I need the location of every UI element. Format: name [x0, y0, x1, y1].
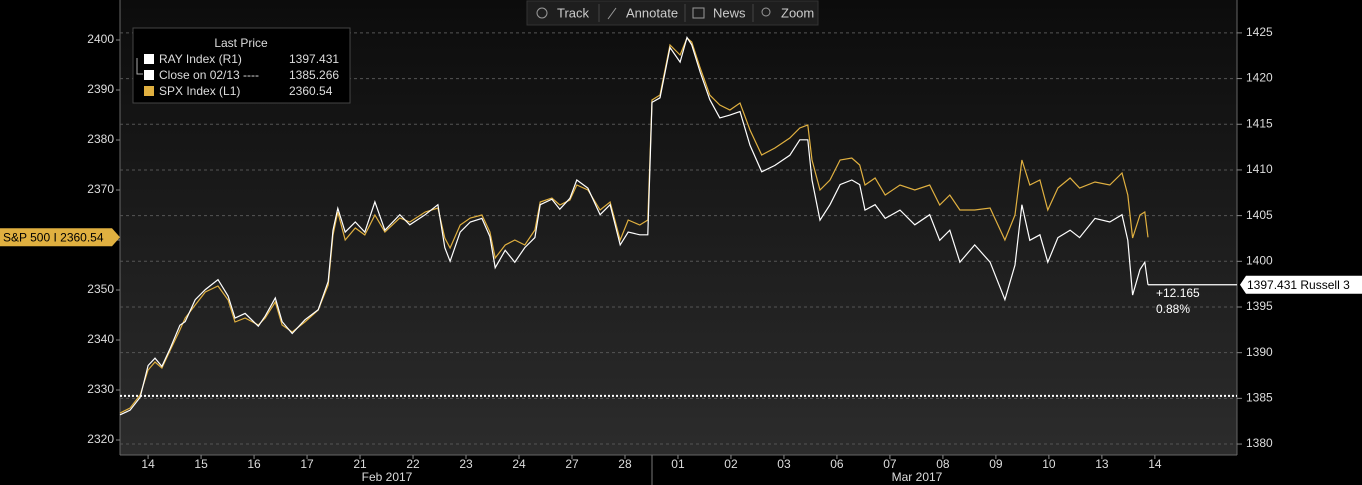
- x-tick-label: 15: [194, 457, 208, 471]
- legend-swatch: [144, 54, 154, 64]
- x-tick-label: 27: [565, 457, 579, 471]
- x-tick-label: 28: [618, 457, 632, 471]
- x-tick-label: 03: [777, 457, 791, 471]
- y-tick-label: 2320: [87, 432, 114, 446]
- x-tick-label: 02: [724, 457, 738, 471]
- toolbar-label[interactable]: Track: [557, 5, 590, 20]
- plot: 1380138513901395140014051410141514201425…: [87, 25, 1273, 471]
- x-tick-label: 23: [459, 457, 473, 471]
- legend-value: 1397.431: [289, 52, 339, 66]
- y2-tick-label: 1425: [1246, 25, 1273, 39]
- month-label: Feb 2017: [362, 470, 413, 484]
- y-tick-label: 2350: [87, 282, 114, 296]
- x-tick-label: 24: [512, 457, 526, 471]
- x-tick-label: 13: [1095, 457, 1109, 471]
- toolbar: Track Annotate News Zoom: [526, 0, 819, 26]
- series-line: [119, 37, 1149, 414]
- toolbar-label[interactable]: News: [713, 5, 746, 20]
- legend-swatch: [144, 86, 154, 96]
- x-tick-label: 14: [141, 457, 155, 471]
- y2-tick-label: 1400: [1246, 253, 1273, 267]
- track-button[interactable]: Track: [536, 5, 590, 20]
- toolbar-label[interactable]: Zoom: [781, 5, 814, 20]
- y2-tick-label: 1390: [1246, 345, 1273, 359]
- legend-label: SPX Index (L1): [159, 84, 240, 98]
- toolbar-label[interactable]: Annotate: [626, 5, 678, 20]
- legend-value: 1385.266: [289, 68, 339, 82]
- month-label: Mar 2017: [892, 470, 943, 484]
- y2-tick-label: 1380: [1246, 436, 1273, 450]
- x-tick-label: 21: [353, 457, 367, 471]
- last-price-tag: [1240, 275, 1362, 294]
- legend-value: 2360.54: [289, 84, 333, 98]
- y2-tick-label: 1405: [1246, 208, 1273, 222]
- x-tick-label: 16: [247, 457, 261, 471]
- x-tick-label: 08: [936, 457, 950, 471]
- legend-swatch: [144, 70, 154, 80]
- x-tick-label: 07: [883, 457, 897, 471]
- last-price-tag-label: S&P 500 I 2360.54: [3, 230, 104, 244]
- last-price-tag: [0, 228, 120, 247]
- x-tick-label: 14: [1148, 457, 1162, 471]
- last-price-tag-label: 1397.431 Russell 3: [1247, 278, 1350, 292]
- news-button[interactable]: News: [692, 5, 746, 20]
- legend-box: [132, 27, 351, 104]
- x-tick-label: 01: [671, 457, 685, 471]
- annotate-button[interactable]: Annotate: [607, 5, 678, 20]
- y2-tick-label: 1410: [1246, 162, 1273, 176]
- y-tick-label: 2390: [87, 82, 114, 96]
- legend-connector: [136, 58, 143, 75]
- y-tick-label: 2370: [87, 182, 114, 196]
- legend: Last Price RAY Index (R1) 1397.431 Close…: [132, 27, 351, 104]
- y2-tick-label: 1420: [1246, 71, 1273, 85]
- x-tick-label: 22: [406, 457, 420, 471]
- x-tick-label: 17: [300, 457, 314, 471]
- x-tick-label: 09: [989, 457, 1003, 471]
- y-tick-label: 2340: [87, 332, 114, 346]
- x-tick-label: 06: [830, 457, 844, 471]
- series-line: [119, 36, 1149, 416]
- y2-tick-label: 1415: [1246, 116, 1273, 130]
- x-tick-label: 10: [1042, 457, 1056, 471]
- change-annotation: +12.165: [1156, 286, 1200, 300]
- y-tick-label: 2400: [87, 32, 114, 46]
- legend-title: Last Price: [214, 36, 268, 50]
- y-tick-label: 2330: [87, 382, 114, 396]
- legend-label: RAY Index (R1): [159, 52, 242, 66]
- zoom-button[interactable]: Zoom: [761, 5, 814, 20]
- change-annotation: 0.88%: [1156, 302, 1190, 316]
- y2-tick-label: 1395: [1246, 299, 1273, 313]
- y2-tick-label: 1385: [1246, 391, 1273, 405]
- legend-label: Close on 02/13 ----: [159, 68, 259, 82]
- y-tick-label: 2380: [87, 132, 114, 146]
